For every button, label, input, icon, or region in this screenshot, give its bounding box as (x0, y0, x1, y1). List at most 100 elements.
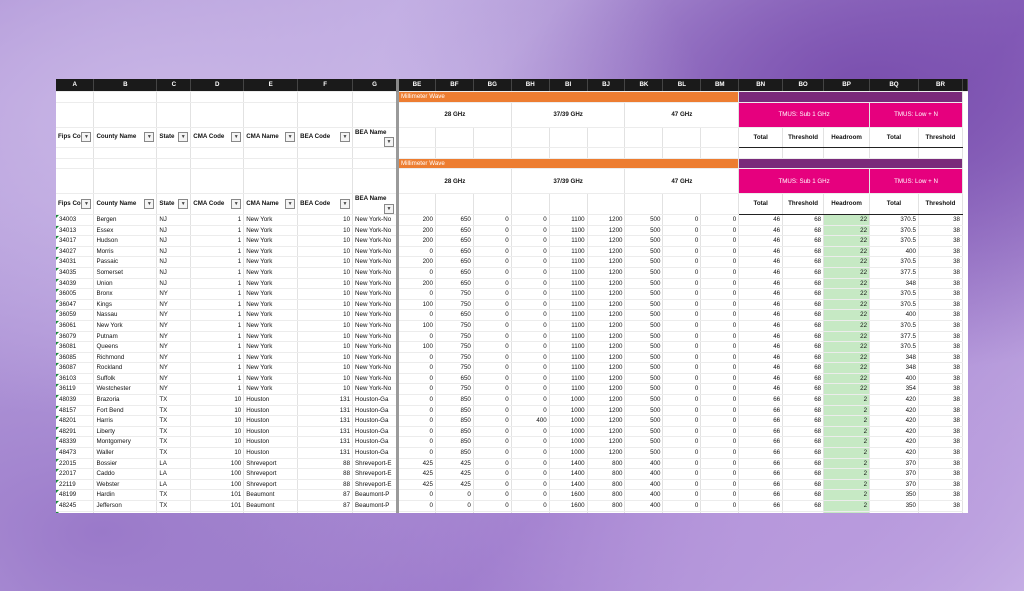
table-cell[interactable]: 500 (624, 225, 664, 237)
table-cell[interactable]: 1100 (549, 320, 588, 332)
table-cell[interactable]: 750 (435, 299, 474, 311)
table-cell[interactable]: 1 (190, 331, 245, 343)
table-cell[interactable]: 0 (662, 511, 702, 513)
table-cell[interactable]: 46 (738, 373, 784, 385)
table-cell[interactable]: New York-No (352, 288, 400, 300)
table-cell[interactable]: 0 (662, 468, 702, 480)
table-cell[interactable]: 1 (190, 214, 245, 226)
table-cell[interactable]: 0 (473, 309, 512, 321)
table-cell[interactable]: 38 (918, 479, 964, 491)
table-cell[interactable]: 1200 (587, 309, 626, 321)
table-cell[interactable]: Passaic (93, 256, 158, 268)
table-cell[interactable]: 1 (190, 383, 245, 396)
table-cell[interactable]: Morris (93, 246, 158, 258)
table-cell[interactable]: Shreveport-E (352, 468, 400, 480)
table-cell[interactable]: Orange (93, 511, 158, 513)
table-cell[interactable]: 0 (700, 320, 740, 332)
table-cell[interactable]: 800 (587, 511, 626, 513)
table-cell[interactable]: 22 (823, 373, 871, 385)
table-cell[interactable]: 22 (823, 383, 871, 396)
table-cell[interactable]: 2 (823, 479, 871, 491)
column-header-bo[interactable]: BO (782, 79, 825, 92)
filter-dropdown-icon[interactable]: ▼ (340, 132, 351, 143)
table-cell[interactable]: 10 (190, 394, 245, 406)
table-cell[interactable]: Caddo (93, 468, 158, 480)
table-cell[interactable]: Houston (243, 415, 299, 427)
table-cell[interactable]: 46 (738, 214, 784, 226)
table-cell[interactable]: 0 (662, 267, 702, 279)
table-cell[interactable]: 500 (624, 341, 664, 353)
table-cell[interactable]: TX (156, 511, 192, 513)
table-cell[interactable]: NY (156, 352, 192, 364)
table-cell[interactable]: Richmond (93, 352, 158, 364)
table-cell[interactable]: 68 (782, 288, 825, 300)
filter-dropdown-icon[interactable]: ▼ (178, 199, 189, 210)
table-cell[interactable]: 500 (624, 405, 664, 417)
table-cell[interactable]: 22 (823, 309, 871, 321)
table-cell[interactable]: 38 (918, 299, 964, 311)
table-cell[interactable]: Houston (243, 426, 299, 438)
table-cell[interactable]: 68 (782, 267, 825, 279)
table-cell[interactable]: 36081 (56, 341, 95, 353)
table-cell[interactable]: 650 (435, 235, 474, 247)
table-cell[interactable]: Shreveport (243, 468, 299, 480)
table-cell[interactable]: 750 (435, 362, 474, 374)
table-cell[interactable]: 1 (190, 373, 245, 385)
table-cell[interactable]: 10 (297, 309, 354, 321)
table-cell[interactable]: 850 (435, 415, 474, 427)
table-cell[interactable]: 0 (473, 256, 512, 268)
column-header-d[interactable]: D (190, 79, 245, 92)
table-cell[interactable]: 0 (511, 458, 550, 470)
table-cell[interactable]: 500 (624, 246, 664, 258)
table-cell[interactable]: New York-No (352, 225, 400, 237)
table-cell[interactable]: 425 (397, 468, 436, 480)
table-cell[interactable]: 131 (297, 394, 354, 406)
table-cell[interactable]: 2 (823, 426, 871, 438)
table-cell[interactable]: 0 (700, 500, 740, 512)
table-cell[interactable]: 46 (738, 331, 784, 343)
table-cell[interactable]: 34035 (56, 267, 95, 279)
table-cell[interactable]: 420 (869, 426, 919, 438)
table-cell[interactable]: 0 (397, 309, 436, 321)
table-cell[interactable]: 1 (190, 341, 245, 353)
table-cell[interactable]: 0 (662, 436, 702, 449)
table-cell[interactable]: 0 (397, 394, 436, 406)
table-cell[interactable]: 22 (823, 341, 871, 353)
column-header-bm[interactable]: BM (700, 79, 740, 92)
table-cell[interactable]: 68 (782, 415, 825, 427)
table-cell[interactable]: 1200 (587, 383, 626, 396)
table-cell[interactable]: 68 (782, 256, 825, 268)
table-cell[interactable]: Beaumont (243, 511, 299, 513)
table-cell[interactable]: 500 (624, 320, 664, 332)
table-cell[interactable]: 750 (435, 383, 474, 396)
table-cell[interactable]: 0 (700, 341, 740, 353)
table-cell[interactable]: 0 (662, 394, 702, 406)
table-cell[interactable]: NY (156, 288, 192, 300)
table-cell[interactable]: 750 (435, 352, 474, 364)
filter-dropdown-icon[interactable]: ▼ (178, 132, 189, 143)
table-cell[interactable]: 46 (738, 341, 784, 353)
table-cell[interactable]: Jefferson (93, 500, 158, 512)
table-cell[interactable]: 87 (297, 489, 354, 501)
table-cell[interactable]: 10 (297, 267, 354, 279)
table-cell[interactable]: 1100 (549, 246, 588, 258)
table-cell[interactable]: 1100 (549, 256, 588, 268)
filter-dropdown-icon[interactable]: ▼ (81, 132, 92, 143)
table-cell[interactable]: 0 (700, 511, 740, 513)
table-cell[interactable]: 0 (511, 468, 550, 480)
table-cell[interactable]: Beaumont-P (352, 500, 400, 512)
table-cell[interactable]: 1600 (549, 489, 588, 501)
table-cell[interactable]: Shreveport (243, 479, 299, 491)
table-cell[interactable]: New York-No (352, 331, 400, 343)
table-cell[interactable]: New York (243, 309, 299, 321)
table-cell[interactable]: 500 (624, 352, 664, 364)
table-cell[interactable]: 68 (782, 373, 825, 385)
table-cell[interactable]: 34017 (56, 235, 95, 247)
column-header-e[interactable]: E (243, 79, 299, 92)
table-cell[interactable]: 425 (397, 479, 436, 491)
table-cell[interactable]: 1000 (549, 394, 588, 406)
table-cell[interactable]: 2 (823, 500, 871, 512)
table-cell[interactable]: 0 (662, 320, 702, 332)
table-cell[interactable]: 650 (435, 256, 474, 268)
table-cell[interactable]: 1 (190, 278, 245, 290)
